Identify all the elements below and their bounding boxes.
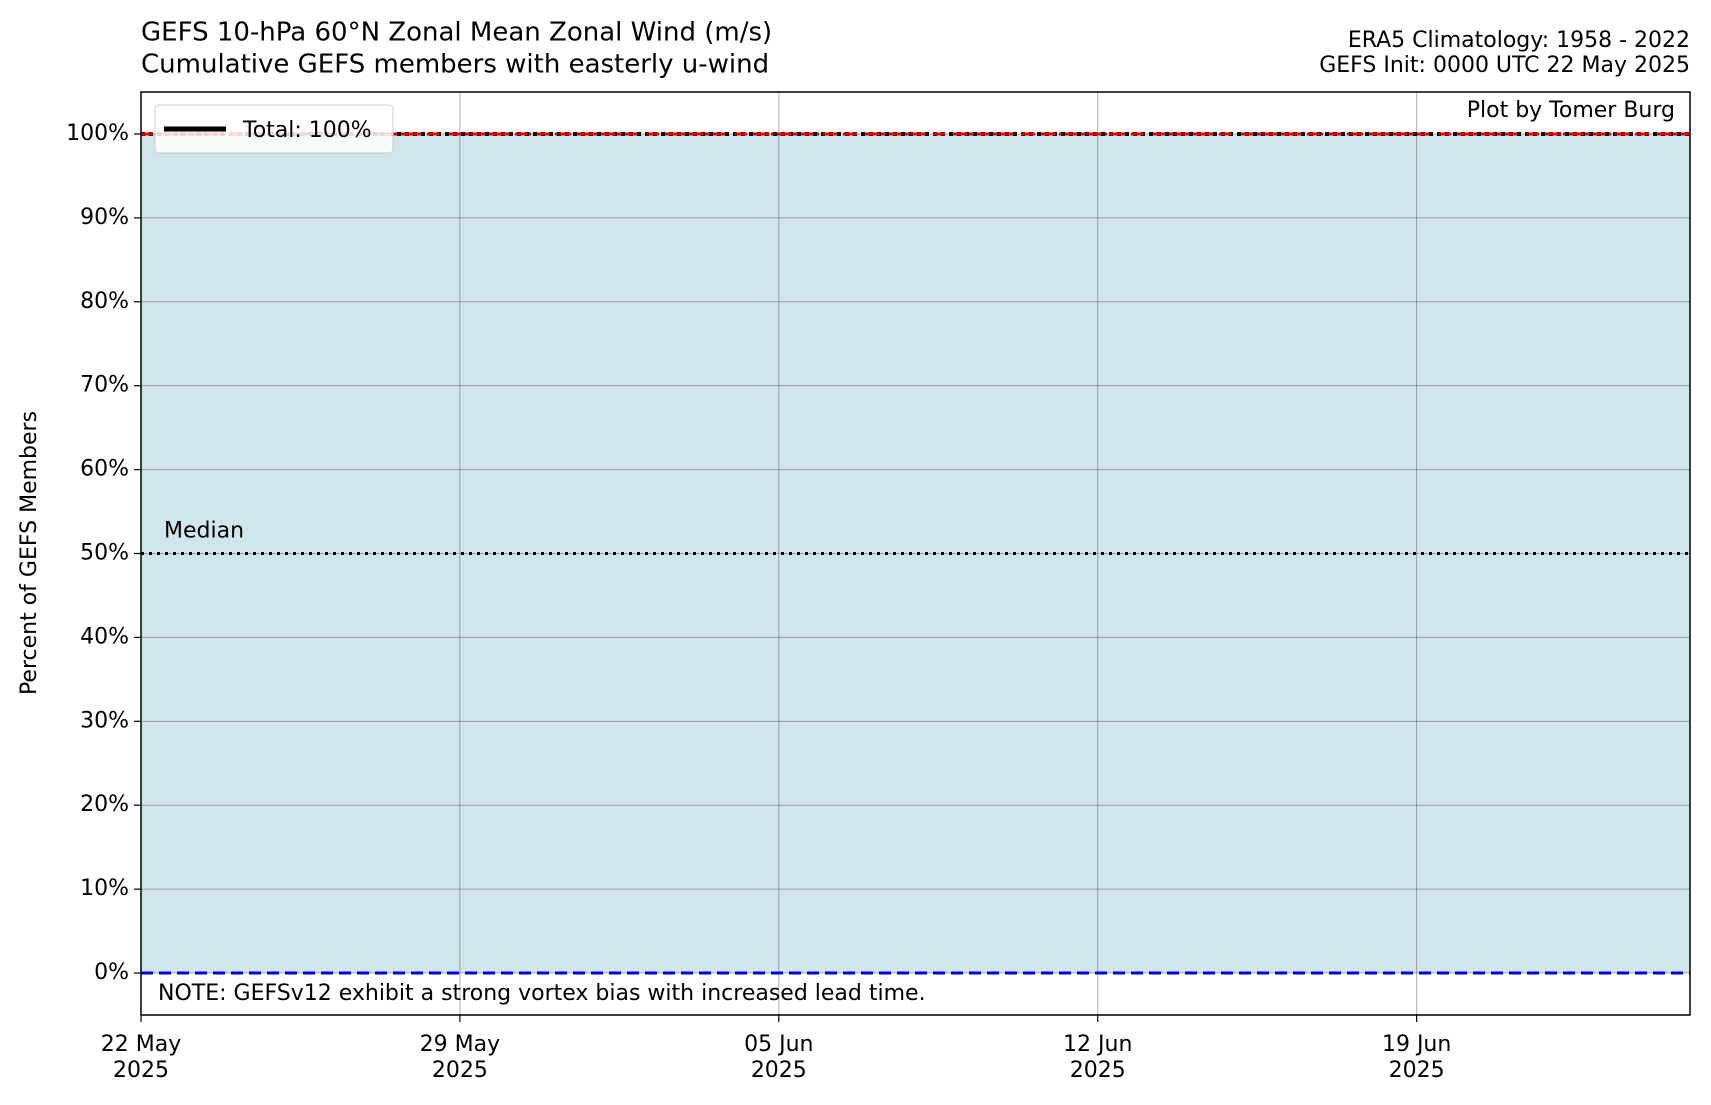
reference-label: Median [164,519,244,544]
y-tick-label: 20% [80,792,129,817]
x-tick-label-line: 2025 [751,1058,807,1083]
y-tick-label: 70% [80,373,129,398]
right-title: GEFS Init: 0000 UTC 22 May 2025 [1319,53,1690,78]
x-tick-label: 19 Jun 2025 [1382,1032,1451,1083]
x-tick-label-line: 19 Jun [1382,1032,1451,1057]
y-tick-label: 80% [80,289,129,314]
credit: Plot by Tomer Burg [1467,98,1675,123]
x-tick-label-line: 2025 [113,1058,169,1083]
x-tick-label-line: 12 Jun [1063,1032,1132,1057]
note: NOTE: GEFSv12 exhibit a strong vortex bi… [158,981,926,1006]
right-title: ERA5 Climatology: 1958 - 2022 [1348,28,1690,53]
x-tick-label-line: 2025 [1070,1058,1126,1083]
y-axis-label: Percent of GEFS Members [17,411,42,695]
y-tick-label: 40% [80,624,129,649]
x-tick-label: 05 Jun 2025 [744,1032,813,1083]
y-tick-label: 60% [80,457,129,482]
y-tick-label: 100% [66,121,129,146]
x-tick-label: 29 May 2025 [420,1032,500,1083]
y-tick-label: 90% [80,205,129,230]
plot-frame [140,91,1691,1016]
y-tick-label: 10% [80,876,129,901]
legend-box [154,104,394,154]
x-tick-label: 12 Jun 2025 [1063,1032,1132,1083]
y-tick-label: 30% [80,708,129,733]
chart-title: GEFS 10-hPa 60°N Zonal Mean Zonal Wind (… [141,18,772,48]
y-tick-label: 50% [80,541,129,566]
area-fill [141,133,1690,974]
x-tick-label-line: 29 May [420,1032,500,1057]
y-tick-label: 0% [94,960,129,985]
chart-subtitle: Cumulative GEFS members with easterly u-… [141,50,769,80]
x-tick-label-line: 2025 [432,1058,488,1083]
x-tick-label-line: 2025 [1389,1058,1445,1083]
legend-label: Total: 100% [242,118,372,143]
plot-area: Median [140,92,1690,1015]
x-tick-label-line: 22 May [101,1032,181,1057]
x-tick-label: 22 May 2025 [101,1032,181,1083]
x-tick-label-line: 05 Jun [744,1032,813,1057]
